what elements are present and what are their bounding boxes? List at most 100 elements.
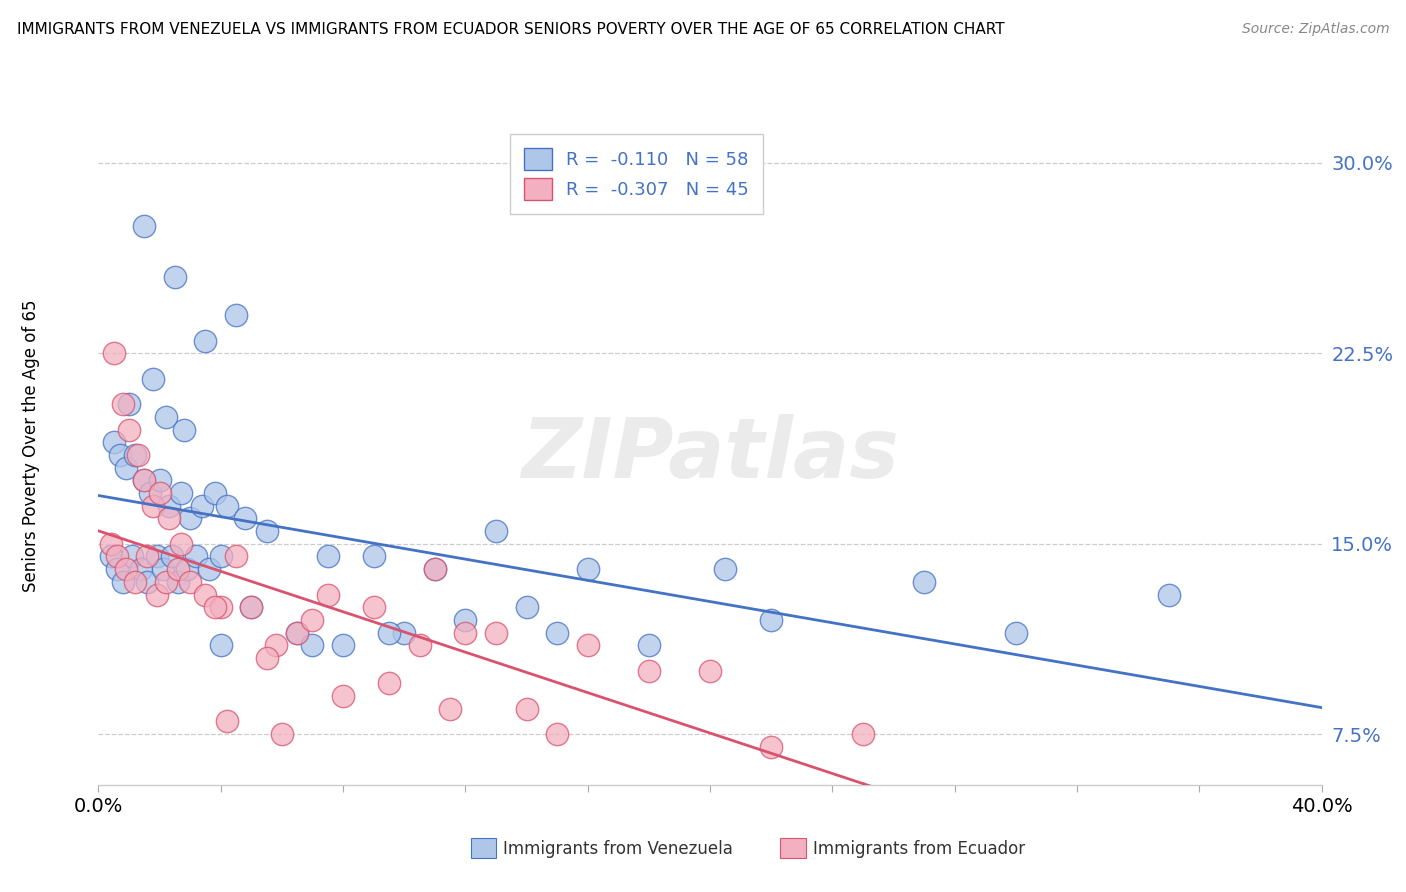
Point (209, 600, 232, 615)
Point (163, 270, 186, 285)
Point (115, 460, 138, 475)
Point (155, 574, 177, 589)
Point (149, 473, 172, 487)
Point (129, 562, 152, 576)
Point (546, 625, 568, 640)
Point (194, 334, 217, 348)
Point (197, 562, 219, 576)
Point (186, 549, 208, 564)
Point (301, 638, 323, 652)
Point (103, 435, 125, 450)
Point (240, 600, 263, 615)
Point (1004, 625, 1026, 640)
Point (225, 308, 247, 322)
Point (209, 549, 232, 564)
Point (546, 727, 568, 741)
Point (699, 664, 721, 678)
Point (363, 549, 385, 564)
Text: IMMIGRANTS FROM VENEZUELA VS IMMIGRANTS FROM ECUADOR SENIORS POVERTY OVER THE AG: IMMIGRANTS FROM VENEZUELA VS IMMIGRANTS … (17, 22, 1004, 37)
Point (204, 486, 226, 500)
Point (118, 397, 141, 411)
Point (576, 638, 599, 652)
Point (264, 638, 287, 652)
Point (194, 588, 217, 602)
Point (204, 600, 226, 615)
Point (170, 537, 193, 551)
Point (155, 409, 177, 424)
Point (240, 600, 263, 615)
Point (485, 625, 508, 640)
Point (134, 473, 156, 487)
Point (256, 651, 278, 665)
Point (233, 511, 256, 525)
Point (118, 423, 141, 437)
Point (136, 549, 159, 564)
Point (761, 739, 783, 754)
Point (100, 549, 122, 564)
Point (145, 549, 167, 564)
Point (285, 625, 308, 640)
Point (215, 714, 238, 729)
Point (179, 511, 201, 525)
Point (124, 574, 146, 589)
Point (170, 486, 193, 500)
Point (761, 613, 783, 627)
Point (852, 727, 875, 741)
Point (215, 499, 238, 513)
Point (127, 448, 149, 462)
Point (423, 562, 446, 576)
Point (637, 664, 661, 678)
Text: ZIPatlas: ZIPatlas (522, 415, 898, 495)
Point (152, 562, 174, 576)
Point (157, 511, 180, 525)
Point (136, 574, 159, 589)
Point (134, 473, 156, 487)
Point (225, 549, 247, 564)
Point (100, 537, 122, 551)
Point (157, 499, 180, 513)
Point (270, 727, 294, 741)
Legend: R =  -0.110   N = 58, R =  -0.307   N = 45: R = -0.110 N = 58, R = -0.307 N = 45 (510, 134, 763, 214)
Point (408, 638, 430, 652)
Point (142, 372, 165, 386)
Text: Source: ZipAtlas.com: Source: ZipAtlas.com (1241, 22, 1389, 37)
Point (316, 588, 339, 602)
Point (121, 549, 143, 564)
Point (191, 499, 214, 513)
Point (285, 625, 308, 640)
Point (423, 562, 446, 576)
Text: Immigrants from Ecuador: Immigrants from Ecuador (813, 840, 1025, 858)
Point (485, 524, 508, 538)
Point (516, 600, 538, 615)
Point (103, 346, 125, 360)
Point (108, 448, 131, 462)
Point (105, 549, 128, 564)
Point (637, 638, 661, 652)
Point (124, 448, 146, 462)
Point (439, 702, 461, 716)
Point (576, 562, 599, 576)
Point (160, 549, 183, 564)
Point (1157, 588, 1180, 602)
Point (392, 625, 416, 640)
Point (111, 574, 134, 589)
Point (209, 638, 232, 652)
Point (176, 562, 198, 576)
Point (167, 574, 190, 589)
Point (516, 702, 538, 716)
Point (454, 625, 477, 640)
Text: Immigrants from Venezuela: Immigrants from Venezuela (503, 840, 733, 858)
Point (912, 574, 935, 589)
Point (173, 423, 195, 437)
Point (134, 219, 156, 234)
Point (142, 499, 165, 513)
Point (179, 574, 201, 589)
Point (256, 524, 278, 538)
Point (139, 486, 162, 500)
Point (454, 613, 477, 627)
Point (145, 588, 167, 602)
Point (316, 549, 339, 564)
Point (105, 562, 128, 576)
Point (301, 613, 323, 627)
Text: Seniors Poverty Over the Age of 65: Seniors Poverty Over the Age of 65 (22, 300, 39, 592)
